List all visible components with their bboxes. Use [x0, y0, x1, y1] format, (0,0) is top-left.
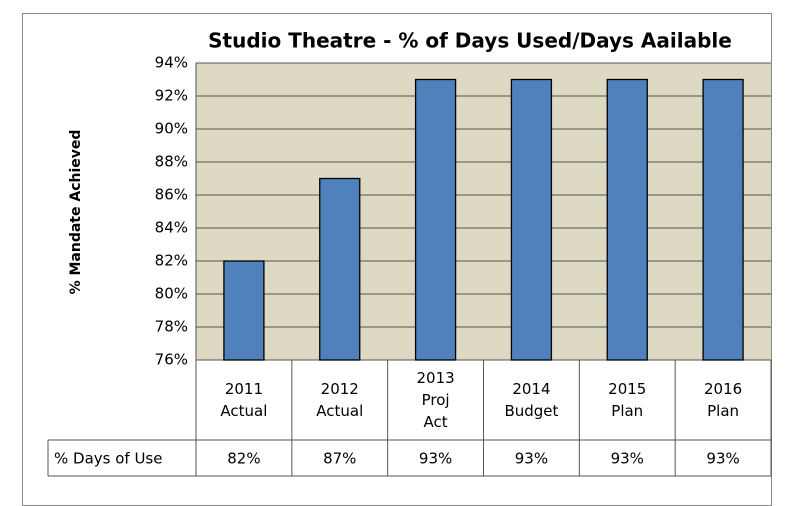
y-axis-label: % Mandate Achieved — [68, 130, 84, 295]
x-tick-label: 2013 Proj Act — [416, 369, 454, 431]
plot-area — [196, 63, 771, 360]
y-tick-label: 88% — [155, 153, 188, 171]
y-tick-label: 82% — [155, 252, 188, 270]
y-tick-label: 90% — [155, 120, 188, 138]
y-tick-label: 76% — [155, 351, 188, 369]
data-label: 87% — [323, 450, 356, 468]
data-label: 93% — [419, 450, 452, 468]
x-tick-label: 2011 Actual — [220, 380, 267, 420]
x-tick-label: 2015 Plan — [608, 380, 646, 420]
bar — [702, 78, 744, 361]
bar — [414, 78, 457, 361]
data-label: 93% — [706, 450, 739, 468]
data-label: 93% — [611, 450, 644, 468]
y-tick-label: 78% — [155, 318, 188, 336]
data-label: 93% — [515, 450, 548, 468]
x-tick-label: 2016 Plan — [704, 380, 742, 420]
bar — [223, 260, 265, 361]
x-tick-label: 2012 Actual — [316, 380, 363, 420]
x-tick-label: 2014 Budget — [504, 380, 558, 420]
data-label: 82% — [227, 450, 260, 468]
y-tick-label: 84% — [155, 219, 188, 237]
bar — [606, 78, 648, 361]
bar — [319, 177, 361, 361]
chart-title: Studio Theatre - % of Days Used/Days Aai… — [208, 29, 732, 53]
y-tick-label: 86% — [155, 186, 188, 204]
y-tick-label: 94% — [155, 54, 188, 72]
y-tick-label: 92% — [155, 87, 188, 105]
bar — [510, 78, 553, 361]
y-tick-label: 80% — [155, 285, 188, 303]
legend-label: % Days of Use — [54, 450, 162, 468]
